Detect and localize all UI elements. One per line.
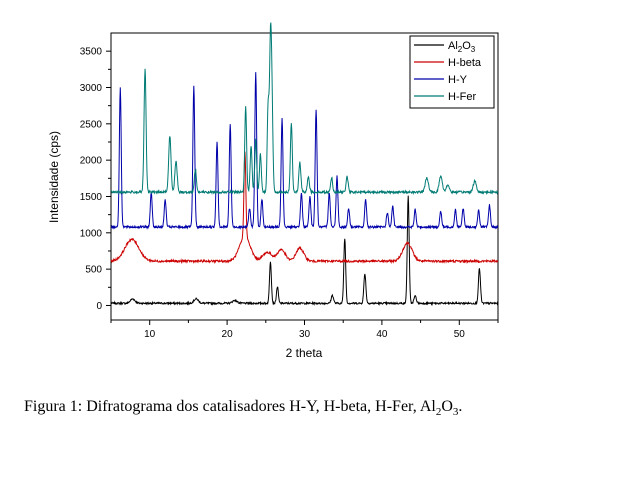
caption-sub-3: 3 — [452, 406, 459, 419]
caption-o: O — [441, 398, 453, 415]
y-tick-label: 1000 — [80, 228, 103, 239]
series-line-h-beta — [110, 151, 499, 265]
series-line-h-fer — [110, 22, 499, 196]
y-tick-label: 1500 — [80, 192, 103, 203]
x-tick-label: 50 — [454, 329, 466, 340]
x-tick-label: 10 — [144, 329, 156, 340]
x-tick-label: 30 — [299, 329, 311, 340]
caption-text: Figura 1: Difratograma dos catalisadores… — [24, 398, 436, 415]
figure-caption: Figura 1: Difratograma dos catalisadores… — [24, 398, 624, 418]
y-tick-label: 500 — [85, 265, 102, 276]
x-tick-label: 40 — [376, 329, 388, 340]
caption-sub-2: 2 — [435, 406, 442, 419]
legend-label: H-Fer — [448, 91, 476, 103]
legend: Al2O3 H-beta H-Y H-Fer — [409, 35, 495, 109]
x-tick-label: 20 — [222, 329, 234, 340]
x-axis-ticks: 10 20 30 40 50 — [110, 320, 499, 340]
legend-label: H-Y — [448, 74, 468, 86]
series-layer — [110, 22, 499, 307]
xrd-chart: 10 20 30 40 50 0500100015002000250030003500 … — [47, 22, 499, 360]
legend-entries: Al2O3 H-beta H-Y H-Fer — [414, 40, 482, 103]
y-axis-ticks: 0 500 1000 1500 2000 2500 3000 3500 — [80, 47, 111, 312]
x-axis-label: 2 theta — [286, 346, 323, 360]
series-line-h-y — [110, 72, 499, 230]
y-tick-label: 2500 — [80, 119, 103, 130]
y-tick-label: 0 — [96, 301, 102, 312]
y-axis-label: Intensidade (cps) — [47, 131, 61, 223]
legend-label: H-beta — [448, 57, 482, 69]
y-tick-label: 3000 — [80, 83, 103, 94]
y-tick-label: 2000 — [80, 156, 103, 167]
caption-end: . — [458, 398, 463, 415]
series-line-al2o3 — [110, 195, 499, 307]
y-tick-label: 3500 — [80, 47, 103, 58]
legend-label: Al2O3 — [448, 40, 476, 54]
